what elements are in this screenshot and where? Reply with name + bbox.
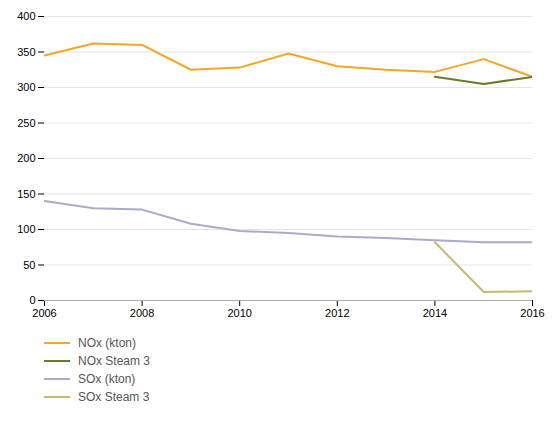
html-text:NOx Steam 3: NOx Steam 3 xyxy=(78,354,150,368)
svg-text:2014: 2014 xyxy=(423,307,447,319)
svg-text:50: 50 xyxy=(23,259,35,271)
svg-text:150: 150 xyxy=(17,188,35,200)
html-text:NOx (kton): NOx (kton) xyxy=(78,336,136,350)
svg-text:0: 0 xyxy=(29,294,35,306)
svg-text:200: 200 xyxy=(17,152,35,164)
svg-text:350: 350 xyxy=(17,46,35,58)
html-text:SOx (kton): SOx (kton) xyxy=(78,372,136,386)
svg-text:400: 400 xyxy=(17,10,35,22)
svg-text:2006: 2006 xyxy=(32,307,56,319)
svg-text:300: 300 xyxy=(17,81,35,93)
html-text:SOx Steam 3: SOx Steam 3 xyxy=(78,390,150,404)
svg-text:2016: 2016 xyxy=(520,307,544,319)
svg-text:2010: 2010 xyxy=(227,307,251,319)
svg-text:2008: 2008 xyxy=(130,307,154,319)
svg-text:250: 250 xyxy=(17,117,35,129)
svg-text:2012: 2012 xyxy=(325,307,349,319)
svg-text:100: 100 xyxy=(17,223,35,235)
